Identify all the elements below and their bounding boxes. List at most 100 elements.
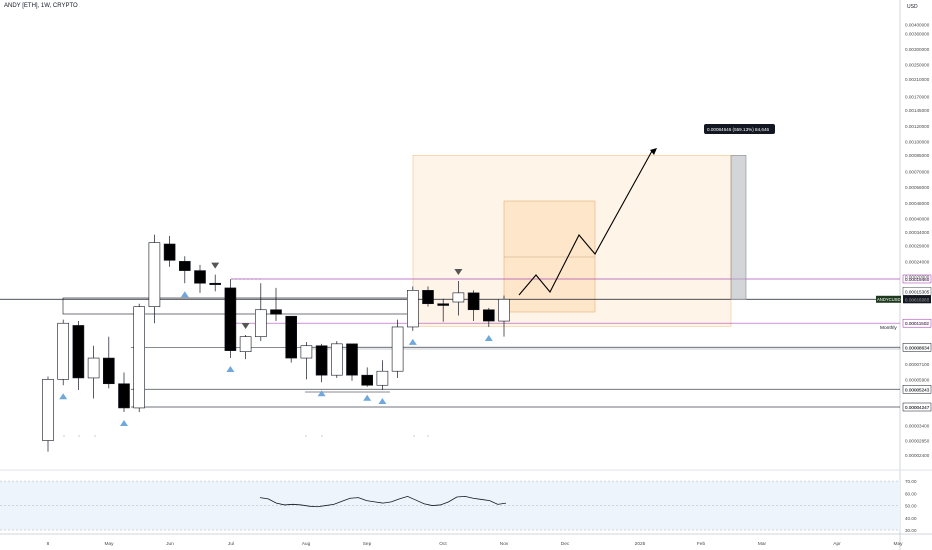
candle-body <box>87 357 100 379</box>
time-tick-label: Apr <box>833 541 841 547</box>
time-tick-label: Aug <box>302 541 311 547</box>
price-tick-label: 0.00005900 <box>905 377 930 382</box>
currency-label: USD <box>907 4 918 10</box>
candle-body <box>482 309 495 322</box>
range-box-upper <box>62 297 414 315</box>
measure-gauge <box>730 155 747 300</box>
candle-body <box>224 287 237 351</box>
candle-body <box>406 290 419 328</box>
time-tick-label: Sep <box>363 541 372 547</box>
candle-body <box>42 379 54 441</box>
candle-body <box>118 383 130 409</box>
price-tick-label: 0.00002400 <box>905 453 930 458</box>
price-tick-label: 0.00024000 <box>905 259 930 264</box>
level-tag <box>902 318 932 328</box>
candle-body <box>346 343 358 376</box>
candle-body <box>163 243 176 261</box>
level-label: 0.00008634 <box>905 345 930 350</box>
candle-body <box>315 345 328 376</box>
price-tick-label: 0.00210000 <box>905 77 930 82</box>
prev-price-label: 0.00015305 <box>905 289 930 294</box>
rsi-tick-label: 50.00 <box>905 504 917 509</box>
down-arrow-marker <box>454 268 463 275</box>
current-price-tag <box>903 295 931 304</box>
up-arrow-marker <box>120 420 128 427</box>
price-tick-label: 0.00300000 <box>905 47 930 52</box>
projection-path <box>518 150 653 296</box>
candle-body <box>391 326 404 372</box>
price-tick-label: 0.00250000 <box>905 62 930 67</box>
price-tick-label: 0.00085000 <box>905 153 930 158</box>
level-label: 0.00011502 <box>905 321 929 326</box>
level-tag <box>902 385 932 394</box>
level-tag <box>902 402 932 412</box>
time-tick-label: Feb <box>697 541 706 547</box>
time-tick-label: 8 <box>47 541 50 547</box>
up-arrow-marker <box>180 291 189 298</box>
measure-label: 0.00084646 (559.13%) 84,646 <box>707 127 770 132</box>
level-label: 0.00004247 <box>905 405 930 410</box>
candle-body <box>148 242 161 307</box>
price-tick-label: 0.00070000 <box>905 169 930 174</box>
price-tick-label: 0.00004247 <box>905 405 930 410</box>
price-tick-label: 0.00100000 <box>905 139 930 144</box>
candle-body <box>330 343 343 376</box>
time-tick-label: Nov <box>500 541 509 547</box>
price-tick-label: 0.00360000 <box>905 32 930 37</box>
level-tag <box>902 274 932 284</box>
candle-body <box>422 290 434 305</box>
symbol-tag-label: ANDYCUSD <box>877 297 901 302</box>
up-arrow-marker <box>59 393 68 400</box>
price-tick-label: 0.00170000 <box>905 95 930 100</box>
level-label: 0.00019460 <box>905 277 930 282</box>
price-tick-label: 0.00015288 <box>905 297 930 302</box>
time-tick-label: May <box>104 541 114 547</box>
candle-body <box>376 370 389 386</box>
symbol-tag <box>876 295 901 303</box>
candle-body <box>270 309 282 315</box>
time-tick-label: 2025 <box>635 541 646 547</box>
rsi-tick-label: 70.00 <box>905 479 917 484</box>
level-label: 0.00005243 <box>905 387 930 392</box>
candle-body <box>255 309 267 337</box>
candle-body <box>467 292 480 311</box>
time-tick-label: Jun <box>166 541 174 547</box>
up-arrow-marker <box>317 390 326 397</box>
candle-body <box>209 282 221 285</box>
down-arrow-marker <box>211 262 220 269</box>
up-arrow-marker <box>408 338 417 345</box>
up-arrow-marker <box>484 334 493 341</box>
measure-tag <box>704 124 775 134</box>
candle-body <box>57 322 70 380</box>
candle-body <box>437 303 450 306</box>
price-tick-label: 0.00058000 <box>905 185 930 190</box>
level-tag <box>902 343 932 352</box>
price-tick-label: 0.00120000 <box>905 124 930 129</box>
price-tick-label: 0.00020000 <box>905 275 930 280</box>
price-tick-label: 0.00007100 <box>905 362 930 367</box>
time-tick-label: Mar <box>758 541 767 547</box>
up-arrow-marker <box>363 394 372 401</box>
price-tick-label: 0.00003400 <box>905 424 930 429</box>
candle-body <box>361 374 374 386</box>
candle-body <box>72 325 85 379</box>
price-tick-label: 0.00002850 <box>905 439 930 444</box>
candle-body <box>285 315 298 359</box>
price-tick-label: 0.00008634 <box>905 345 930 350</box>
candle-body <box>300 345 313 359</box>
price-tick-label: 0.00034000 <box>905 230 930 235</box>
candle-body <box>498 298 510 322</box>
price-tick-label: 0.00029000 <box>905 243 930 248</box>
level-annotation: Monthly <box>880 325 897 331</box>
prev-price-tag <box>902 287 932 296</box>
time-tick-label: Dec <box>561 541 570 547</box>
time-tick-label: Jul <box>228 541 234 547</box>
price-tick-label: 0.00400000 <box>905 23 930 28</box>
price-tick-label: 0.00011502 <box>905 321 929 326</box>
candle-body <box>133 306 145 409</box>
candle-body <box>103 357 115 385</box>
rsi-line <box>259 495 507 508</box>
price-tick-label: 0.00048000 <box>905 201 930 206</box>
